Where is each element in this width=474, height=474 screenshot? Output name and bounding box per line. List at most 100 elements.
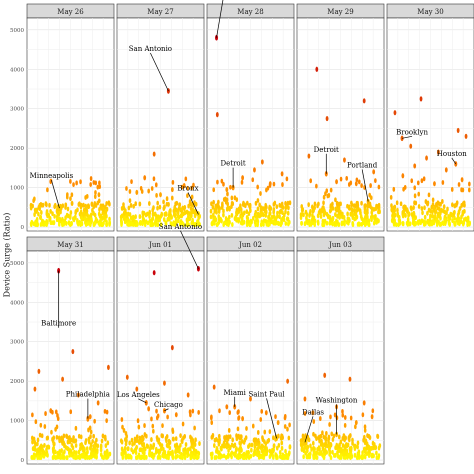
data-point — [134, 450, 138, 456]
data-point — [331, 449, 334, 455]
data-point — [443, 218, 447, 223]
data-point — [209, 208, 213, 214]
data-point — [143, 175, 147, 181]
data-point — [68, 448, 72, 453]
data-point — [446, 206, 449, 212]
data-point — [328, 422, 331, 427]
data-point — [75, 180, 78, 186]
data-point — [76, 207, 79, 213]
data-point — [157, 448, 161, 454]
data-point — [173, 220, 176, 226]
data-point — [401, 213, 405, 219]
data-point — [135, 386, 139, 392]
data-point — [164, 436, 168, 441]
data-point — [303, 445, 306, 451]
data-point — [105, 418, 108, 424]
data-point — [343, 423, 347, 428]
data-point — [126, 213, 129, 219]
data-point — [269, 206, 273, 211]
data-point — [417, 220, 420, 226]
data-point — [180, 184, 184, 190]
data-point — [230, 442, 234, 448]
data-point — [218, 216, 222, 222]
data-point — [98, 207, 101, 212]
data-point — [409, 205, 413, 211]
data-point — [142, 450, 146, 456]
data-point — [363, 434, 366, 440]
data-point — [39, 222, 43, 227]
data-point — [280, 217, 283, 223]
data-point — [329, 414, 332, 420]
data-point — [149, 222, 152, 228]
data-point — [46, 187, 49, 193]
data-point — [104, 452, 108, 458]
data-point — [259, 206, 263, 212]
data-point — [260, 159, 264, 165]
data-point — [447, 220, 451, 226]
data-point — [307, 437, 311, 443]
data-point — [88, 414, 92, 420]
data-point — [233, 442, 237, 448]
data-point — [155, 213, 158, 219]
facet-title: May 29 — [327, 8, 353, 16]
data-point — [365, 441, 369, 447]
data-point — [257, 445, 260, 451]
data-point — [93, 194, 97, 199]
data-point — [62, 440, 66, 446]
data-point — [94, 180, 98, 186]
data-point — [33, 212, 36, 217]
data-point — [236, 426, 240, 432]
data-point — [353, 446, 357, 452]
data-point — [266, 222, 270, 228]
data-point — [350, 202, 354, 208]
data-point — [312, 455, 315, 460]
data-point — [274, 452, 277, 458]
annotation-label: Chicago — [154, 401, 183, 409]
data-point — [436, 200, 440, 206]
data-point — [224, 216, 228, 221]
data-point — [439, 201, 442, 207]
data-point — [280, 445, 284, 451]
data-point — [323, 210, 326, 216]
data-point — [284, 448, 287, 454]
data-point — [242, 452, 246, 457]
data-point — [375, 450, 378, 456]
data-point — [336, 213, 339, 219]
data-point — [325, 115, 329, 122]
data-point — [49, 209, 52, 214]
data-point — [272, 435, 275, 441]
data-point — [442, 221, 445, 226]
data-point — [212, 212, 215, 218]
data-point — [189, 453, 192, 459]
y-tick-label: 2000 — [10, 146, 24, 152]
annotation-leader — [187, 192, 199, 215]
data-point — [331, 221, 335, 227]
data-point — [105, 201, 108, 206]
data-point — [123, 445, 127, 451]
data-point — [332, 453, 336, 458]
data-point — [72, 438, 76, 444]
data-point — [132, 203, 135, 209]
data-point — [90, 201, 94, 207]
data-point — [166, 414, 169, 420]
data-point — [31, 439, 34, 445]
data-point — [34, 221, 38, 227]
data-point — [444, 210, 448, 216]
data-point — [325, 220, 329, 226]
facet-panel: May 28San AntonioDetroit — [206, 0, 295, 232]
data-point — [148, 452, 151, 458]
data-point — [191, 408, 195, 414]
data-point — [242, 219, 246, 225]
data-point — [421, 210, 424, 216]
data-point — [120, 439, 124, 445]
data-point — [405, 220, 409, 226]
y-tick-label: 1000 — [10, 186, 24, 192]
data-point — [457, 218, 461, 224]
data-point — [128, 440, 131, 446]
facet-title: May 31 — [57, 241, 83, 249]
annotation-label: Minneapolis — [30, 172, 74, 180]
data-point — [182, 222, 185, 228]
data-point — [276, 419, 280, 426]
data-point — [468, 221, 471, 227]
data-point — [278, 202, 282, 208]
